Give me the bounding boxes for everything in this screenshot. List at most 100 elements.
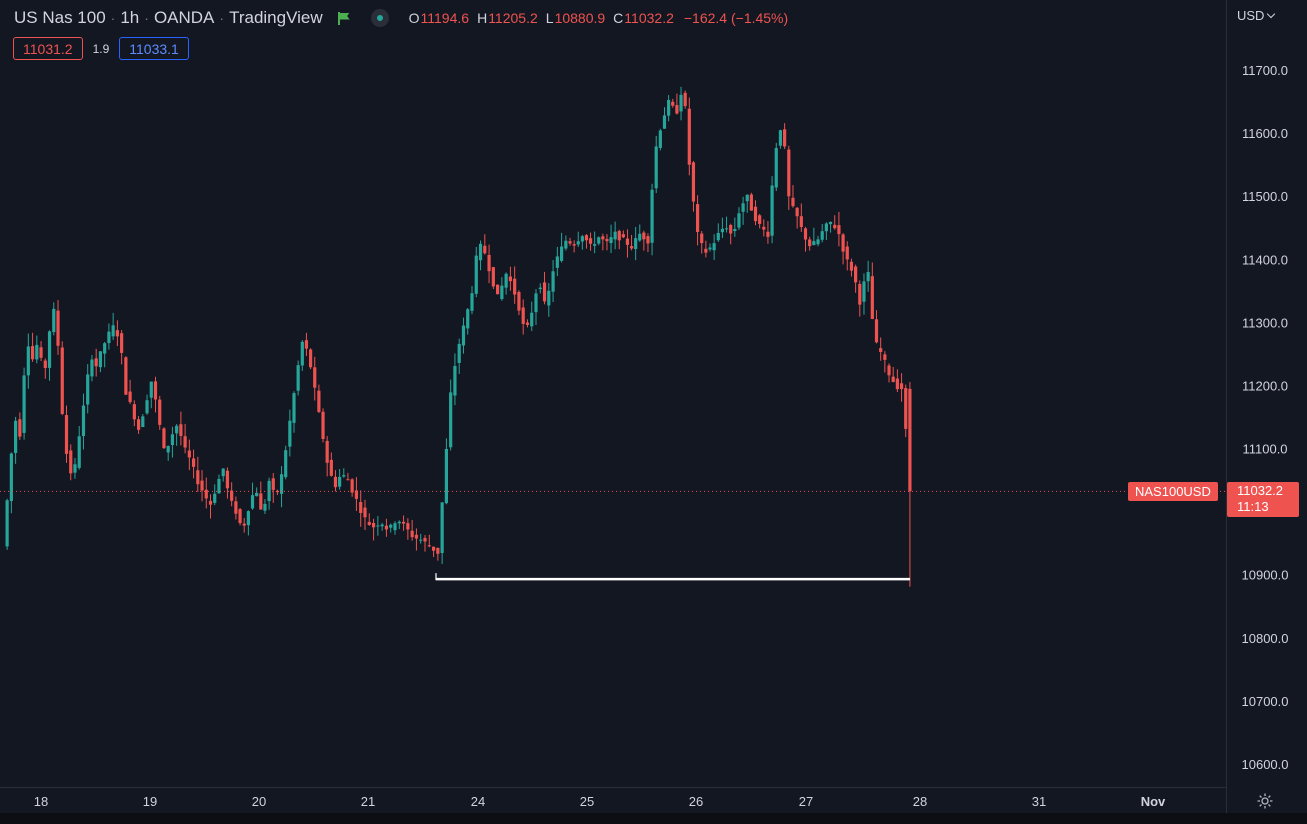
- candle-body: [783, 129, 787, 147]
- candle: [487, 244, 491, 284]
- symbol-name[interactable]: US Nas 100: [14, 8, 106, 27]
- candle: [833, 215, 837, 230]
- candle-body: [292, 393, 296, 423]
- candle-body: [837, 225, 841, 235]
- candle-body: [662, 115, 667, 129]
- candle: [654, 135, 658, 194]
- gear-icon[interactable]: [1256, 792, 1274, 810]
- candle: [658, 128, 662, 151]
- candle: [158, 395, 162, 430]
- candle-body: [107, 331, 111, 344]
- candle: [671, 98, 675, 108]
- last-price-tag: 11032.2 11:13: [1227, 482, 1299, 517]
- time-tick-label: 19: [143, 794, 157, 809]
- candle-body: [419, 539, 423, 541]
- candle-body: [895, 378, 899, 390]
- buy-button[interactable]: 11033.1: [119, 37, 189, 60]
- candle: [242, 518, 246, 533]
- candle-body: [263, 503, 267, 511]
- sell-button[interactable]: 11031.2: [13, 37, 83, 60]
- candle-body: [338, 476, 342, 487]
- candle-body: [733, 228, 737, 232]
- candle-body: [478, 243, 483, 261]
- candle: [338, 469, 342, 490]
- candle-body: [474, 255, 478, 294]
- candle: [419, 533, 423, 544]
- candle: [26, 333, 30, 389]
- candle: [770, 176, 774, 244]
- candle-body: [791, 197, 795, 207]
- candle: [812, 227, 816, 246]
- candle-body: [729, 225, 733, 234]
- candle-body: [444, 448, 448, 504]
- candle: [453, 353, 457, 406]
- candle-body: [397, 521, 401, 524]
- candle: [393, 521, 397, 535]
- candle-body: [308, 349, 313, 368]
- candle: [687, 97, 691, 176]
- candle-body: [724, 228, 729, 230]
- market-status-icon[interactable]: [370, 9, 389, 27]
- candle-body: [461, 325, 466, 346]
- time-tick-label: 28: [913, 794, 927, 809]
- candle-body: [18, 419, 22, 437]
- candle: [601, 233, 605, 251]
- candle-body: [267, 480, 271, 502]
- candle-body: [406, 523, 410, 530]
- candle-body: [538, 287, 542, 290]
- candle: [86, 364, 90, 414]
- candle-body: [187, 450, 191, 458]
- candle: [720, 217, 725, 239]
- candle-body: [60, 347, 64, 414]
- candle: [64, 405, 69, 463]
- candle-body: [534, 293, 538, 313]
- time-tick-label: 27: [799, 794, 813, 809]
- change-value: −162.4 (−1.45%): [683, 10, 789, 26]
- candlestick-series: [5, 86, 912, 587]
- candle-body: [891, 376, 895, 383]
- candle-body: [521, 307, 525, 324]
- candle-body: [149, 381, 153, 398]
- candle: [783, 123, 787, 149]
- candle-body: [14, 420, 18, 453]
- candle: [230, 482, 234, 507]
- candle: [634, 226, 638, 261]
- candle-body: [246, 511, 250, 526]
- candle-body: [111, 325, 115, 337]
- candle: [580, 234, 584, 250]
- candle: [111, 312, 115, 341]
- currency-selector[interactable]: USD: [1237, 8, 1276, 23]
- flag-icon[interactable]: [337, 11, 351, 25]
- candle: [841, 233, 845, 265]
- candle-body: [530, 312, 534, 327]
- candle-body: [778, 130, 783, 146]
- candle-body: [787, 149, 791, 197]
- candle-body: [568, 241, 572, 244]
- candle: [858, 280, 862, 317]
- candle-body: [98, 351, 103, 368]
- interval-label[interactable]: 1h: [120, 8, 140, 27]
- candle-body: [145, 400, 149, 414]
- candle: [300, 340, 304, 371]
- candle-body: [716, 232, 720, 241]
- candle: [325, 436, 329, 477]
- time-tick-label: 26: [689, 794, 703, 809]
- candle: [845, 241, 849, 271]
- candle: [803, 226, 808, 252]
- candle-body: [500, 285, 504, 300]
- candle: [617, 229, 621, 250]
- candle-body: [833, 224, 837, 229]
- candle: [162, 427, 166, 450]
- candle: [410, 519, 414, 541]
- candle: [234, 496, 238, 520]
- candle-body: [609, 237, 613, 244]
- candle: [5, 498, 9, 550]
- candle: [124, 356, 128, 395]
- candle-body: [427, 545, 431, 547]
- candle-body: [483, 245, 487, 254]
- candle: [613, 221, 617, 250]
- candle-body: [296, 365, 300, 391]
- candle: [115, 320, 119, 347]
- candle: [359, 490, 363, 527]
